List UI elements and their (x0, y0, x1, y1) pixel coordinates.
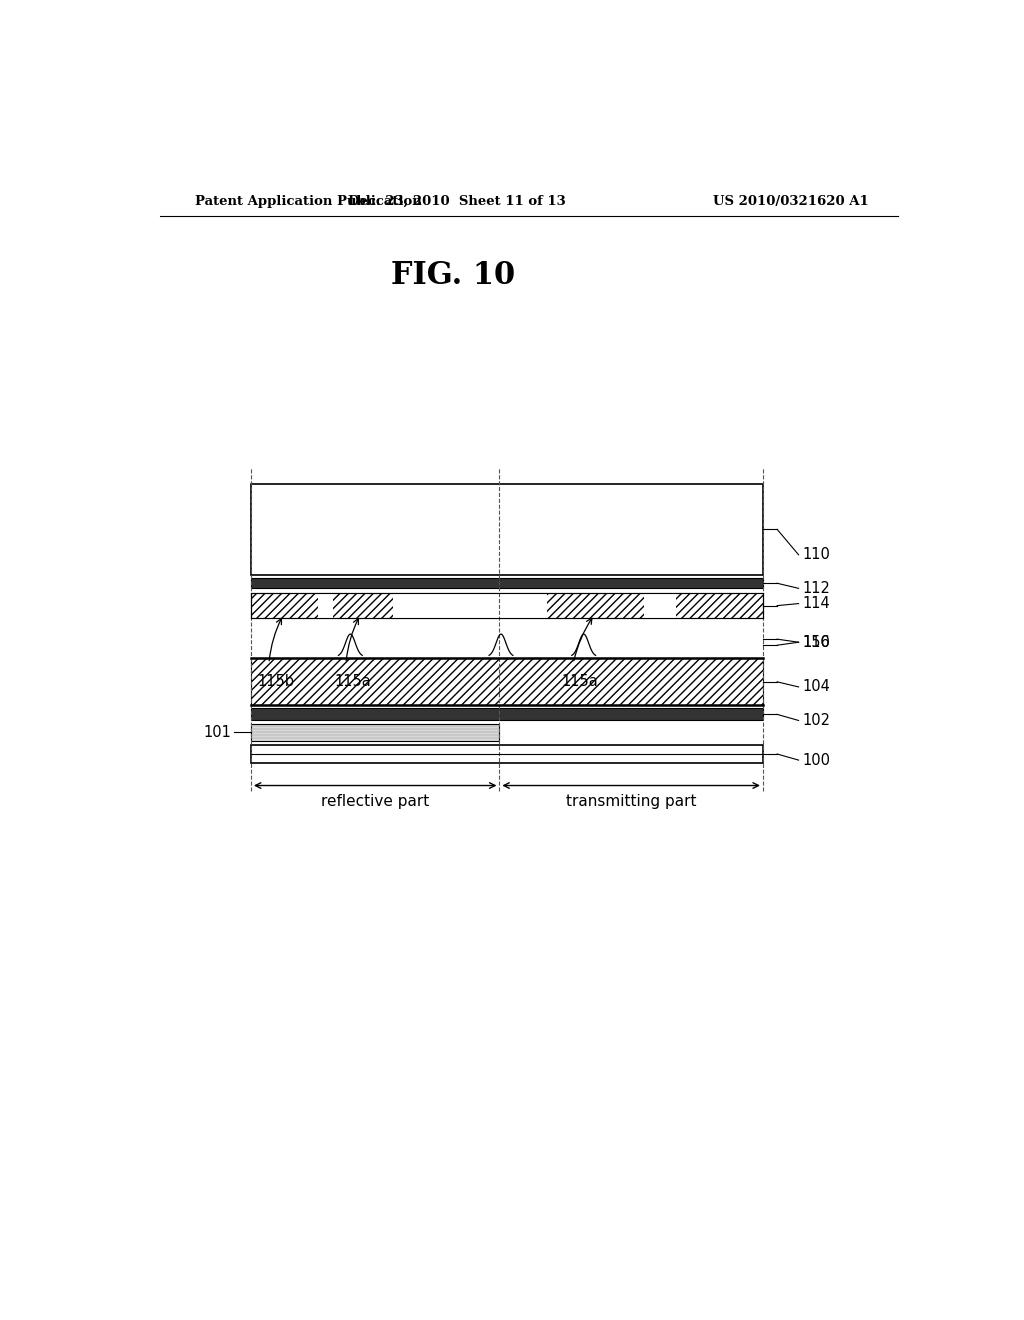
Text: 114: 114 (803, 597, 830, 611)
Text: 115a: 115a (561, 673, 598, 689)
Text: 101: 101 (204, 725, 231, 739)
Text: US 2010/0321620 A1: US 2010/0321620 A1 (713, 194, 868, 207)
Text: FIG. 10: FIG. 10 (391, 260, 515, 290)
Bar (251, 723, 500, 741)
Bar (251, 578, 763, 589)
Bar (392, 594, 500, 618)
Text: 115a: 115a (334, 673, 371, 689)
Text: 115b: 115b (257, 673, 294, 689)
Text: 116: 116 (803, 635, 830, 649)
Text: Dec. 23, 2010  Sheet 11 of 13: Dec. 23, 2010 Sheet 11 of 13 (348, 194, 566, 207)
Text: reflective part: reflective part (322, 793, 429, 809)
Text: 100: 100 (803, 752, 830, 768)
Text: Patent Application Publication: Patent Application Publication (196, 194, 422, 207)
Text: 110: 110 (803, 548, 830, 562)
Bar (251, 594, 763, 618)
Bar (251, 744, 763, 763)
Bar (251, 709, 763, 721)
Bar (318, 594, 333, 618)
Bar (500, 594, 547, 618)
Bar (251, 659, 763, 705)
Text: 102: 102 (803, 713, 830, 727)
Text: 112: 112 (803, 581, 830, 595)
Text: 104: 104 (803, 680, 830, 694)
Bar (251, 483, 763, 576)
Text: 150: 150 (803, 635, 830, 649)
Text: transmitting part: transmitting part (566, 793, 696, 809)
Bar (644, 594, 676, 618)
